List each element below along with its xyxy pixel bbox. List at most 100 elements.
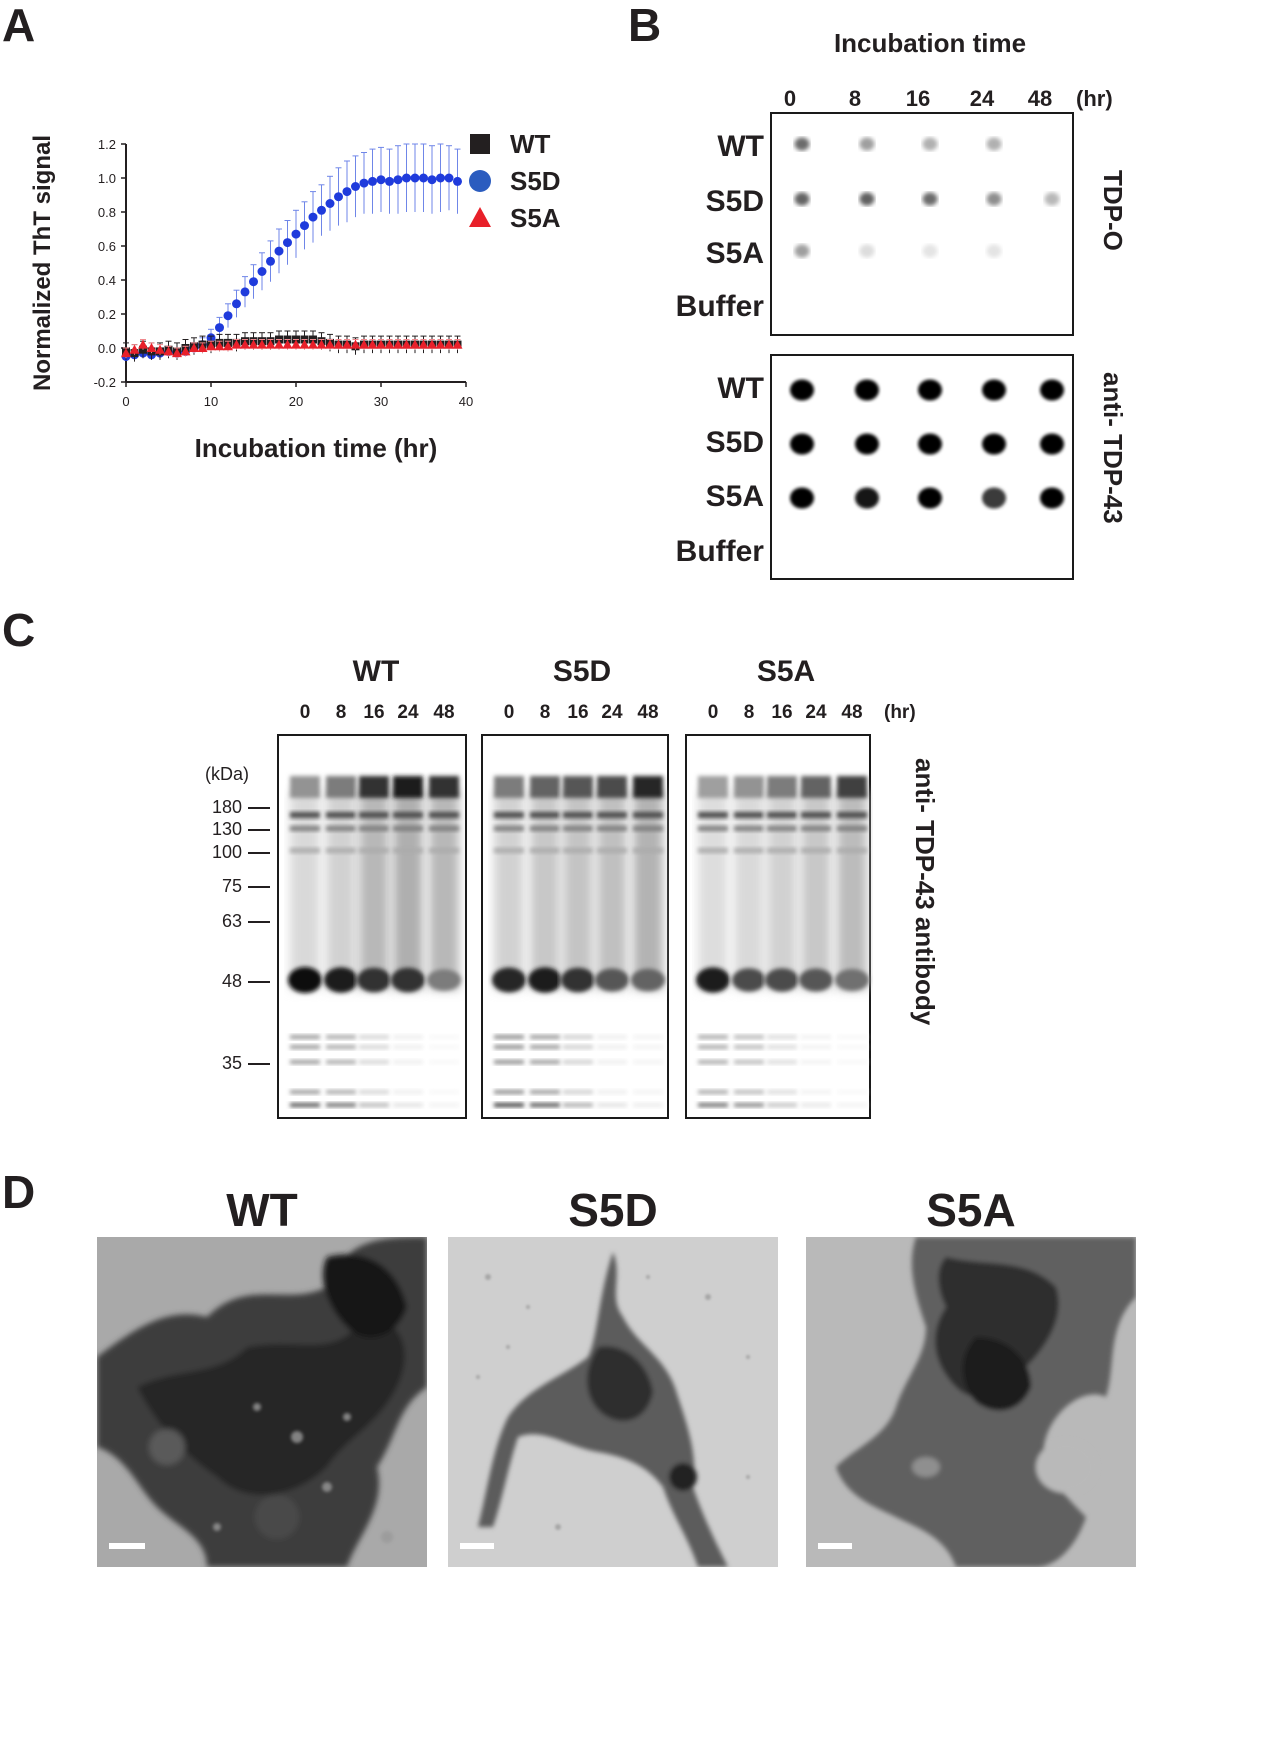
band-low-mw [563, 1035, 593, 1039]
molecular-weight-markers: 180 130 100 75 63 48 35 [0, 0, 280, 1120]
data-point [334, 192, 343, 202]
blot-dot [1040, 379, 1064, 401]
blot-dot [986, 244, 1002, 258]
band-100 [734, 848, 764, 853]
band-100 [429, 848, 459, 853]
lane-time-label: 16 [567, 702, 589, 723]
band-130 [633, 826, 663, 831]
blot-dot [918, 433, 942, 455]
band-150 [393, 812, 423, 818]
data-point [223, 341, 233, 351]
band-high-mw [359, 776, 389, 798]
band-low-mw [359, 1090, 389, 1094]
band-low-mw [837, 1090, 867, 1094]
band-low-mw [290, 1060, 320, 1064]
western-lanes [696, 776, 869, 1107]
band-100 [530, 848, 560, 853]
band-48kda [765, 968, 799, 992]
band-100 [290, 848, 320, 853]
group-label-s5d: S5D [552, 655, 612, 688]
band-low-mw [698, 1035, 728, 1039]
blot-dot [982, 379, 1006, 401]
band-low-mw [429, 1045, 459, 1049]
band-high-mw [326, 776, 356, 798]
data-point [214, 341, 225, 351]
data-point [385, 176, 394, 186]
panel-letter-a: A [2, 0, 36, 51]
blot-dot [918, 487, 942, 509]
legend-marker-wt [470, 134, 490, 154]
data-point [299, 339, 310, 349]
band-low-mw [801, 1060, 831, 1064]
band-high-mw [837, 776, 867, 798]
data-point [359, 178, 369, 188]
band-150 [597, 812, 627, 818]
data-point [418, 339, 429, 349]
data-point [444, 173, 454, 183]
lane-smear [326, 790, 356, 990]
kda-label: (kDa) [205, 764, 249, 784]
band-130 [597, 826, 627, 831]
marker-label-75: 75 [221, 876, 242, 896]
time-label: 48 [1027, 86, 1053, 111]
blot-dot [794, 244, 810, 258]
row-label-wt: WT [717, 130, 764, 163]
band-low-mw [698, 1103, 728, 1107]
data-point [410, 339, 420, 349]
band-100 [359, 848, 389, 853]
marker-label-48: 48 [221, 971, 242, 991]
data-point [291, 339, 301, 349]
y-tick-label: -0.2 [94, 375, 116, 390]
data-point [325, 199, 335, 208]
data-point [163, 346, 174, 356]
anti-tdp43-label: anti- TDP-43 [1098, 372, 1128, 524]
band-high-mw [290, 776, 320, 798]
band-130 [290, 826, 320, 831]
time-label: 0 [783, 86, 797, 111]
row-label-s5d: S5D [705, 185, 764, 218]
dot-blot-tdp-o [770, 112, 1074, 336]
row-label-s5a: S5A [705, 480, 764, 513]
y-tick-label: 1.0 [98, 171, 116, 186]
band-low-mw [837, 1035, 867, 1039]
blot-dot [918, 379, 942, 401]
band-high-mw [597, 776, 627, 798]
lane-smear [698, 790, 728, 990]
data-point [316, 339, 327, 349]
data-point [402, 173, 411, 183]
band-low-mw [801, 1035, 831, 1039]
tht-chart: -0.2 0.0 0.2 0.4 0.6 0.8 1.0 1.2 0 10 20 30 40 Normal… [29, 129, 561, 463]
band-low-mw [393, 1103, 423, 1107]
tem-label-s5d: S5D [568, 1184, 658, 1236]
band-100 [837, 848, 867, 853]
band-low-mw [429, 1090, 459, 1094]
band-low-mw [290, 1103, 320, 1107]
row-label-buffer: Buffer [675, 535, 764, 568]
x-tick-label: 10 [204, 394, 218, 409]
legend-label-s5d: S5D [510, 166, 561, 196]
blot-dot [859, 192, 875, 206]
tem-image-wt [97, 1237, 427, 1567]
band-100 [494, 848, 524, 853]
band-high-mw [801, 776, 831, 798]
band-low-mw [767, 1090, 797, 1094]
data-point [189, 343, 199, 352]
data-point [282, 339, 293, 349]
blot-dot [859, 244, 875, 258]
blot-dot [790, 487, 814, 509]
lane-smear [530, 790, 560, 990]
band-low-mw [563, 1103, 593, 1107]
data-point [291, 229, 301, 239]
band-low-mw [393, 1060, 423, 1064]
band-48kda [561, 967, 595, 993]
lane-smear [359, 790, 389, 990]
tem-image-s5a [806, 1237, 1136, 1567]
marker-label-180: 180 [211, 797, 242, 817]
band-130 [801, 826, 831, 831]
band-low-mw [837, 1060, 867, 1064]
band-low-mw [393, 1035, 423, 1039]
band-high-mw [393, 776, 423, 798]
blot-dot [790, 433, 814, 455]
panel-letter-d: D [2, 1166, 36, 1218]
band-low-mw [530, 1035, 560, 1039]
